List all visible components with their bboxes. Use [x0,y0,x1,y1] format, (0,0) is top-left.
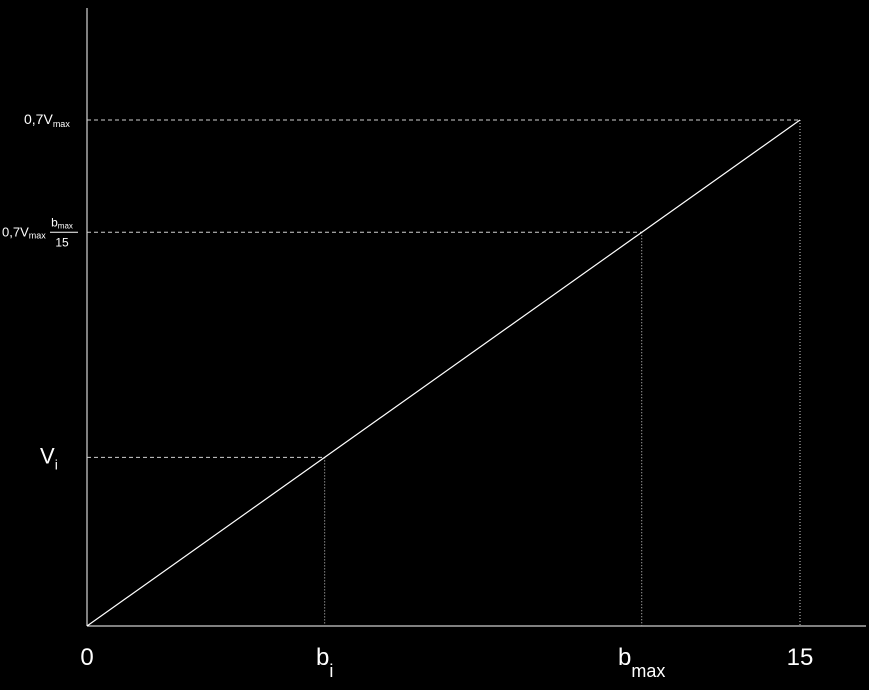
y-tick-label-1: 0,7Vmax bmax 15 [2,215,78,249]
x-tick-sub: i [329,661,333,681]
y-tick-prefix: 0,7Vmax [2,224,46,240]
y-tick-label-2: Vi [40,443,58,472]
x-tick-label-3: 15 [787,644,814,671]
axes [86,8,866,627]
guide-lines [87,119,801,626]
x-tick-main: b [618,644,631,671]
x-tick-label-2: bmax [618,644,665,681]
y-tick-labels: 0,7Vmax 0,7Vmax bmax 15 Vi [2,111,78,472]
y-tick-text: Vi [40,443,58,472]
x-tick-main: 15 [787,644,814,671]
x-tick-labels: 0 bi bmax 15 [80,644,813,681]
series-layer [86,119,801,627]
y-tick-label-0: 0,7Vmax [24,111,70,129]
x-tick-main: 0 [80,644,93,671]
y-tick-frac-den: 15 [55,235,69,249]
x-tick-label-0: 0 [80,644,93,671]
x-tick-label-1: bi [316,644,333,681]
x-tick-main: b [316,644,329,671]
y-tick-frac-num: bmax [51,215,73,230]
series-line-0 [86,119,801,627]
x-tick-sub: max [631,661,665,681]
y-tick-text: 0,7Vmax [24,111,70,129]
